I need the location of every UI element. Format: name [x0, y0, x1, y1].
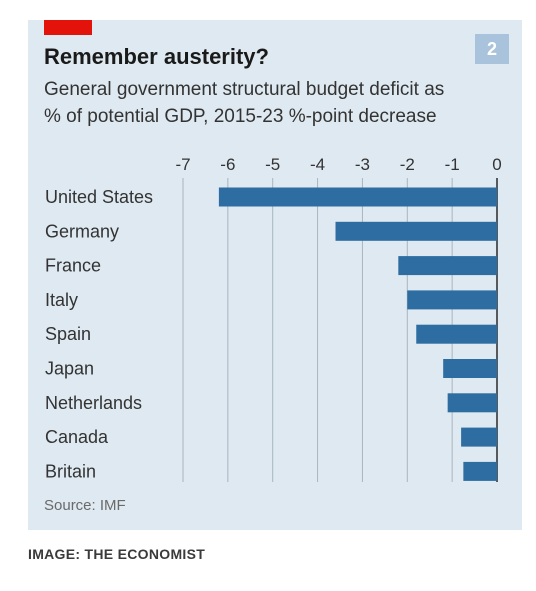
x-tick-label: -3	[355, 155, 370, 174]
category-label: Italy	[45, 290, 78, 310]
chart-card: 2 Remember austerity? General government…	[28, 20, 522, 530]
x-tick-label: -4	[310, 155, 325, 174]
bar	[335, 221, 497, 241]
x-tick-label: -6	[220, 155, 235, 174]
category-label: Canada	[45, 427, 109, 447]
x-tick-label: -1	[445, 155, 460, 174]
bar	[447, 393, 497, 413]
x-tick-label: -5	[265, 155, 280, 174]
bar-chart: -7 -6 -5 -4 -3 -2 -1 0 United States Germany Franc…	[45, 155, 502, 482]
accent-bar	[44, 20, 92, 35]
category-label: Britain	[45, 461, 96, 481]
category-label: Germany	[45, 221, 119, 241]
bar	[461, 427, 497, 447]
category-label: Japan	[45, 359, 94, 379]
x-tick-label: -7	[175, 155, 190, 174]
chart-subtitle: General government structural budget def…	[44, 79, 445, 127]
bar	[218, 187, 497, 207]
bar	[407, 290, 497, 310]
chart-title: Remember austerity?	[44, 44, 269, 69]
x-tick-label: -2	[400, 155, 415, 174]
category-label: United States	[45, 187, 153, 207]
x-tick-label: 0	[492, 155, 501, 174]
category-label: Netherlands	[45, 393, 142, 413]
bar	[443, 359, 497, 378]
category-label: Spain	[45, 324, 91, 344]
image-credit: IMAGE: THE ECONOMIST	[28, 546, 206, 562]
bar	[398, 256, 497, 276]
category-label: France	[45, 256, 101, 276]
source-note: Source: IMF	[44, 497, 126, 514]
bar	[463, 461, 497, 481]
bar	[416, 324, 497, 344]
chart-number-badge: 2	[475, 34, 509, 64]
